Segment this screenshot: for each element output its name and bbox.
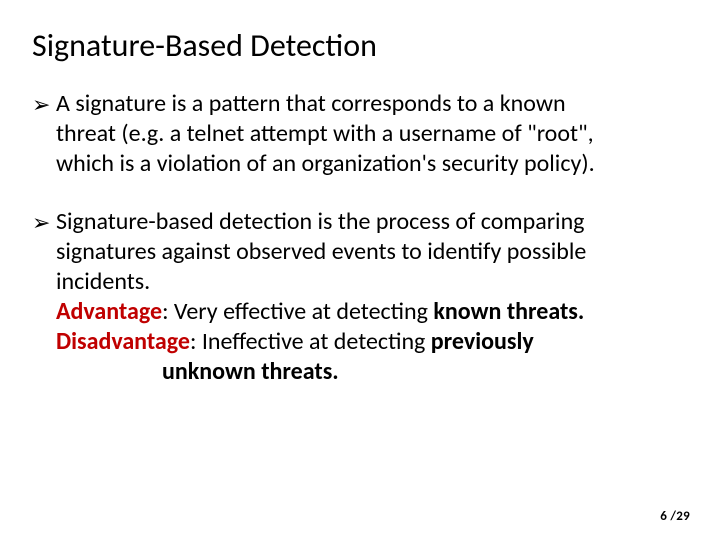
disadvantage-bold-1: previously bbox=[431, 327, 534, 356]
page-sep: / bbox=[667, 509, 676, 524]
page-number: 6 /29 bbox=[660, 509, 690, 524]
bullet-item-2: ➢ Signature-based detection is the proce… bbox=[32, 207, 688, 387]
bullet-text: which is a violation of an organization'… bbox=[32, 149, 688, 179]
bullet-item-1: ➢ A signature is a pattern that correspo… bbox=[32, 89, 688, 179]
disadvantage-line: Disadvantage: Ineffective at detecting p… bbox=[32, 327, 688, 357]
bullet-text: signatures against observed events to id… bbox=[32, 237, 688, 267]
disadvantage-label: Disadvantage bbox=[56, 327, 190, 356]
advantage-text: : Very effective at detecting bbox=[162, 297, 433, 326]
advantage-label: Advantage bbox=[56, 297, 162, 326]
disadvantage-text: : Ineffective at detecting bbox=[190, 327, 431, 356]
page-total: 29 bbox=[676, 509, 690, 524]
slide-title: Signature-Based Detection bbox=[32, 26, 688, 65]
bullet-text: A signature is a pattern that correspond… bbox=[56, 89, 688, 119]
advantage-bold: known threats. bbox=[433, 297, 584, 326]
bullet-text: Signature-based detection is the process… bbox=[56, 207, 688, 237]
advantage-line: Advantage: Very effective at detecting k… bbox=[32, 297, 688, 327]
bullet-marker-icon: ➢ bbox=[32, 89, 56, 119]
disadvantage-bold-2: unknown threats. bbox=[32, 357, 688, 387]
slide: Signature-Based Detection ➢ A signature … bbox=[0, 0, 720, 540]
bullet-marker-icon: ➢ bbox=[32, 207, 56, 237]
bullet-text: incidents. bbox=[32, 267, 688, 297]
bullet-text: threat (e.g. a telnet attempt with a use… bbox=[32, 119, 688, 149]
